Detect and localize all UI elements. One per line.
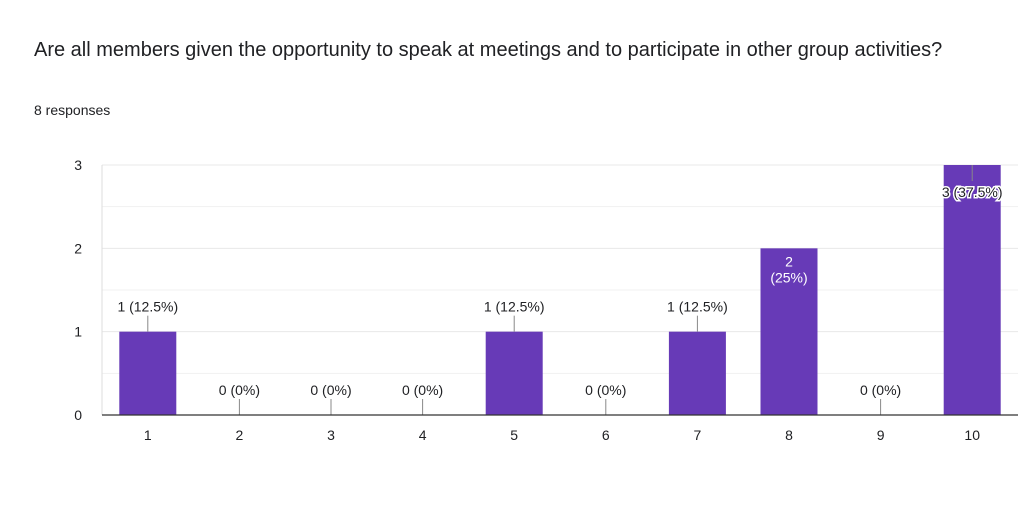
bar: [760, 248, 818, 415]
y-tick-label: 2: [74, 240, 82, 256]
bar: [943, 165, 1001, 415]
x-tick-label: 6: [602, 427, 610, 443]
bar: [485, 331, 543, 415]
x-tick-label: 3: [327, 427, 335, 443]
x-tick-label: 5: [510, 427, 518, 443]
response-count: 8 responses: [34, 102, 111, 118]
y-tick-label: 1: [74, 324, 82, 340]
y-tick-label: 0: [74, 407, 82, 423]
data-label: 1 (12.5%): [117, 299, 178, 315]
y-tick-label: 3: [74, 157, 82, 173]
data-label: 1 (12.5%): [667, 299, 728, 315]
data-label: 0 (0%): [402, 382, 443, 398]
x-tick-label: 2: [236, 427, 244, 443]
data-label-line: (25%): [770, 269, 807, 285]
x-tick-label: 1: [144, 427, 152, 443]
data-label: 0 (0%): [585, 382, 626, 398]
data-label: 0 (0%): [860, 382, 901, 398]
data-label: 1 (12.5%): [484, 299, 545, 315]
x-tick-label: 9: [877, 427, 885, 443]
x-tick-label: 4: [419, 427, 427, 443]
data-label: 0 (0%): [310, 382, 351, 398]
data-label: 0 (0%): [219, 382, 260, 398]
data-label: 2 (25%): [770, 253, 807, 285]
bar: [119, 331, 177, 415]
x-tick-label: 7: [694, 427, 702, 443]
data-label: 3 (37.5%): [942, 184, 1003, 200]
data-label-line: 2: [785, 253, 793, 269]
question-title: Are all members given the opportunity to…: [34, 39, 943, 61]
x-tick-label: 8: [785, 427, 793, 443]
x-tick-label: 10: [964, 427, 980, 443]
bar: [668, 331, 726, 415]
